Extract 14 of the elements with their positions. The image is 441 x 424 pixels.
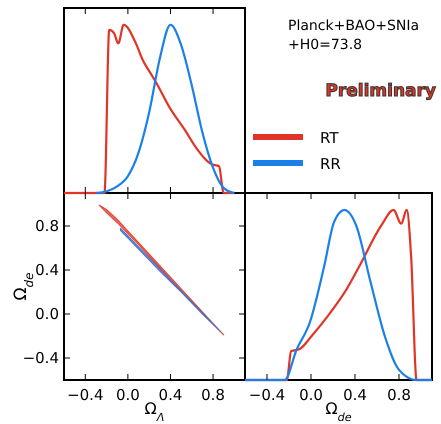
y-tick-label: 0.0 xyxy=(35,305,59,323)
x-tick-label: 0.0 xyxy=(116,386,140,404)
y-tick-label: 0.8 xyxy=(35,217,59,235)
legend-label: RT xyxy=(320,129,340,147)
text: Preliminary xyxy=(325,81,436,101)
y-tick-label: 0.4 xyxy=(35,261,59,279)
x-tick-label: −0.4 xyxy=(67,386,104,404)
legend-label: RR xyxy=(320,155,341,173)
y-tick-label: −0.4 xyxy=(22,349,59,367)
x-tick-label: −0.4 xyxy=(248,386,286,404)
text: Planck+BAO+SNIa +H0=73.8 xyxy=(288,18,420,53)
x-tick-label: 0.0 xyxy=(299,386,323,404)
x-tick-label: 0.8 xyxy=(387,386,411,404)
x-tick-label: 0.8 xyxy=(201,386,225,404)
